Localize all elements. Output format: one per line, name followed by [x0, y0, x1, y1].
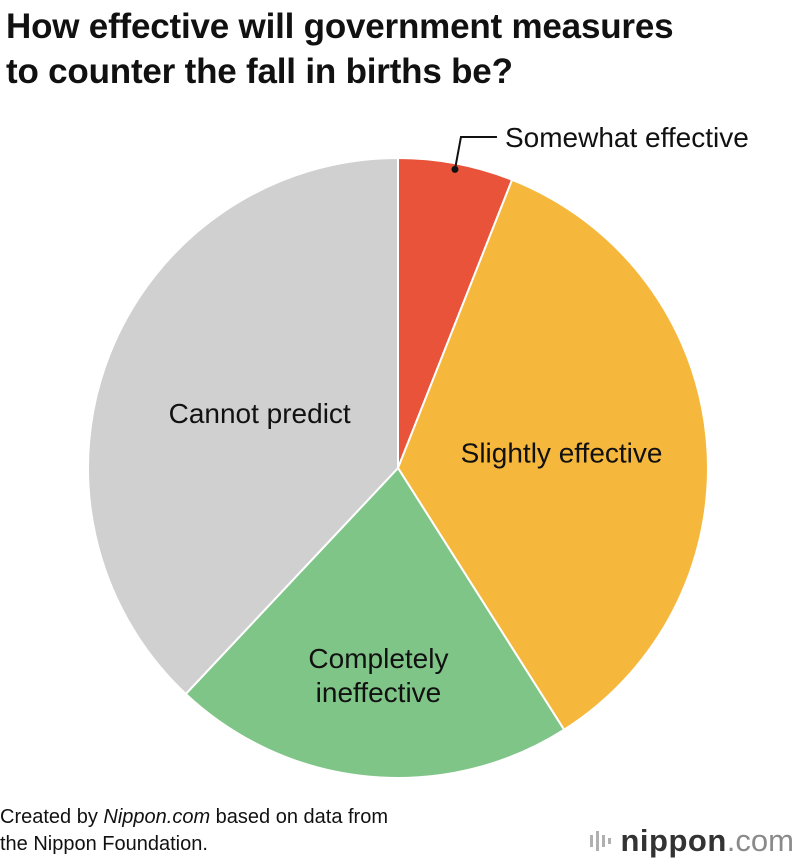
- logo-bars-icon: [589, 831, 611, 851]
- slice-label-completely-ineffective: Completely ineffective: [308, 643, 448, 708]
- chart-title-line-1: How effective will government measures: [6, 7, 674, 46]
- pie-slice-slightly-effective: [396, 178, 709, 732]
- slice-label-slightly-effective: Slightly effective: [461, 438, 663, 469]
- leader-line-somewhat-effective: [453, 136, 497, 170]
- pie-slice-cannot-predict: [87, 156, 399, 696]
- pie-chart: Somewhat effective Slightly effective Comp…: [87, 122, 749, 779]
- source-suffix: based on data from: [210, 806, 388, 828]
- pie-labels: Somewhat effective Slightly effective Comp…: [169, 122, 749, 708]
- logo-word: nippon: [620, 823, 727, 858]
- logo-tld: com: [735, 823, 794, 858]
- leader-dot-somewhat-effective: [451, 165, 459, 173]
- slice-label-somewhat-effective: Somewhat effective: [505, 122, 749, 153]
- source-name: Nippon.com: [103, 806, 211, 828]
- source-prefix: Created by: [0, 806, 104, 828]
- chart-title: How effective will government measures t…: [6, 4, 796, 94]
- chart-title-line-2: to counter the fall in births be?: [6, 52, 513, 91]
- slice-label-cannot-predict: Cannot predict: [169, 398, 351, 429]
- logo-dot: .: [726, 823, 736, 858]
- pie-slice-completely-ineffective: [184, 466, 566, 779]
- source-note: Created by Nippon.com based on data from…: [0, 804, 520, 858]
- source-line-2: the Nippon Foundation.: [0, 833, 208, 855]
- pie-slices: [87, 156, 709, 779]
- nippon-logo: nippon. com: [589, 821, 794, 861]
